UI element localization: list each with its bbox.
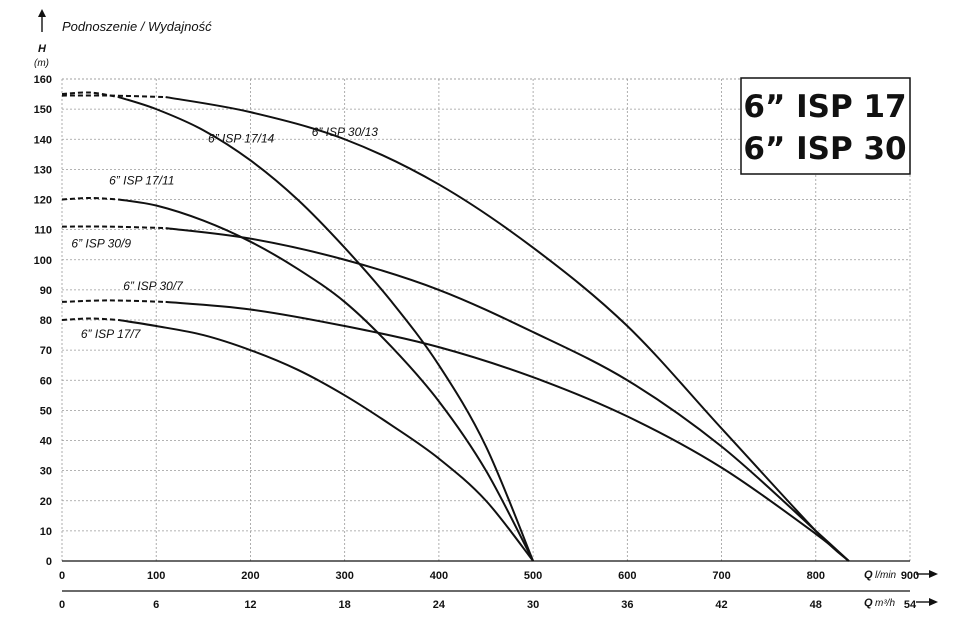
x2-tick-label: 30 [527,599,539,611]
x2-tick-label: 12 [244,599,256,611]
x-tick-label: 900 [901,570,919,582]
y-tick-label: 80 [40,315,52,327]
series-curve-dashed [61,317,119,321]
y-axis-label: H [38,43,47,55]
x-tick-label: 500 [524,570,542,582]
chart-header: Podnoszenie / Wydajność H (m) [34,9,212,69]
x2-tick-label: 48 [810,599,822,611]
y-tick-label: 70 [40,345,52,357]
x2-tick-label: 6 [153,599,159,611]
x-axis-unit: l/min [875,570,897,581]
y-tick-label: 40 [40,436,52,448]
x-tick-label: 800 [807,570,825,582]
series-curve [165,96,850,562]
x-tick-label: 100 [147,570,165,582]
x2-axis-arrow-head [929,598,938,606]
series-labels: 6” ISP 17/14 6” ISP 30/13 6” ISP 17/11 6” I… [71,125,378,341]
series-label: 6” ISP 30/9 [71,237,131,251]
x2-axis-unit: m³/h [875,598,895,609]
y-tick-label: 90 [40,285,52,297]
series-curve-dashed [61,196,119,201]
series-curve-dashed [61,299,166,303]
y-axis-arrow-head [38,9,46,17]
series-curve [118,96,535,562]
x-tick-label: 400 [430,570,448,582]
x2-tick-label: 0 [59,599,65,611]
model-box: 6” ISP 17 6” ISP 30 [740,77,911,175]
model-line-1: 6” ISP 17 [743,89,906,125]
x2-tick-label: 18 [339,599,351,611]
y-tick-label: 20 [40,496,52,508]
y-tick-label: 100 [34,255,52,267]
x-axis-q: Q [864,569,873,581]
y-tick-label: 60 [40,375,52,387]
series-curve [118,198,534,562]
x-tick-label: 300 [335,570,353,582]
x-tick-label: 200 [241,570,259,582]
x-tick-label: 700 [712,570,730,582]
y-tick-label: 140 [34,134,52,146]
y-tick-labels: 0 10 20 30 40 50 60 70 80 90 100 110 120 130 140 150 160 [34,74,52,568]
model-line-2: 6” ISP 30 [743,131,906,167]
y-tick-label: 130 [34,164,52,176]
x2-tick-label: 42 [715,599,727,611]
y-tick-label: 10 [40,526,52,538]
y-tick-label: 110 [34,225,52,237]
x2-tick-labels: 0 6 12 18 24 30 36 42 48 54 [59,599,917,611]
x-tick-label: 600 [618,570,636,582]
y-tick-label: 30 [40,466,52,478]
x-axis-label-group: Q l/min [864,569,938,581]
series-curve-dashed [61,94,166,99]
x2-tick-label: 36 [621,599,633,611]
series-label: 6” ISP 17/11 [109,173,174,187]
series-curve [165,300,850,562]
x2-tick-label: 54 [904,599,917,611]
series-label: 6” ISP 30/13 [312,125,379,139]
series-curve [118,319,534,562]
y-tick-label: 0 [46,556,52,568]
y-tick-label: 150 [34,104,52,116]
x-tick-labels: 0 100 200 300 400 500 600 700 800 900 [59,570,919,582]
series-label: 6” ISP 30/7 [123,279,184,293]
x2-tick-label: 24 [433,599,446,611]
y-tick-label: 160 [34,74,52,86]
model-box-frame [740,77,911,175]
series-curve-dashed [61,225,166,230]
x2-axis-q: Q [864,597,873,609]
series-label: 6” ISP 17/7 [81,327,142,341]
y-tick-label: 120 [34,195,52,207]
x2-axis-label-group: Q m³/h [864,597,938,609]
series-curve [165,227,850,562]
pump-curves [61,91,850,562]
y-tick-label: 50 [40,405,52,417]
series-label: 6” ISP 17/14 [208,131,275,145]
chart-title: Podnoszenie / Wydajność [62,19,212,34]
y-axis-unit: (m) [34,58,49,69]
x-axis-arrow-head [929,570,938,578]
x-tick-label: 0 [59,570,65,582]
